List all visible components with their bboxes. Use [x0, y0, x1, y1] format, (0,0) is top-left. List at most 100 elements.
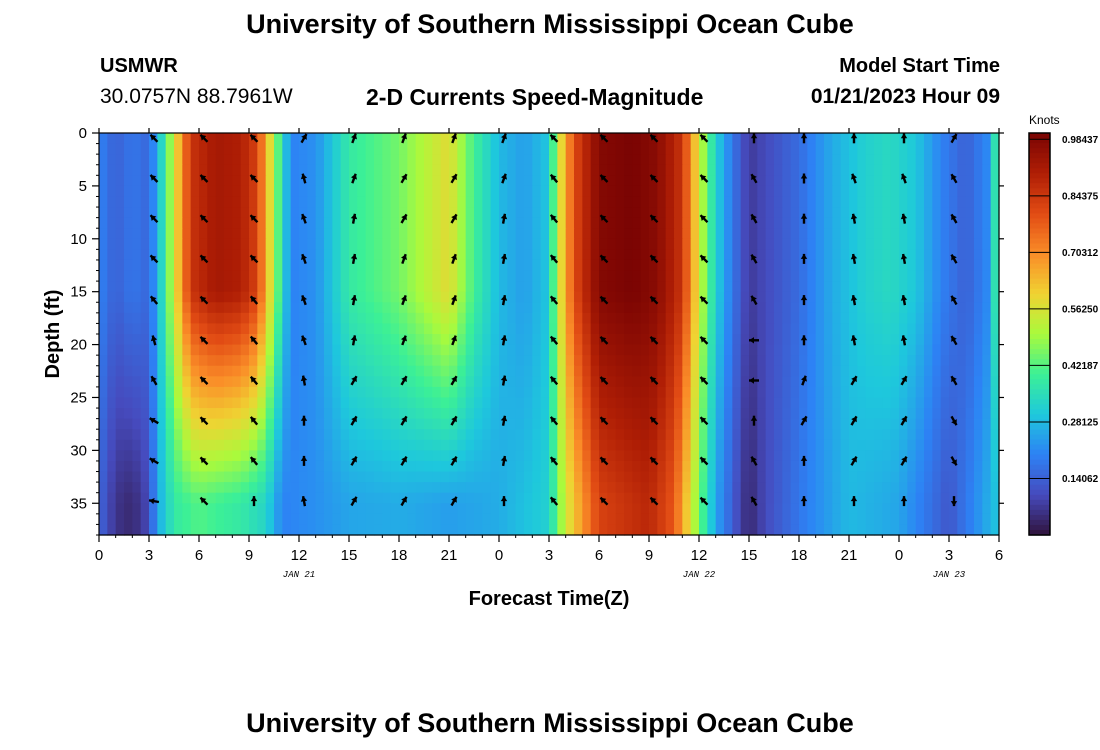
heatmap-cell — [465, 259, 475, 272]
heatmap-cell — [274, 270, 283, 282]
heatmap-cell — [615, 302, 625, 314]
heatmap-cell — [432, 154, 442, 166]
heatmap-cell — [140, 312, 150, 325]
heatmap-cell — [974, 249, 983, 261]
heatmap-cell — [257, 154, 267, 166]
heatmap-cell — [890, 460, 900, 473]
heatmap-cell — [757, 344, 767, 356]
current-vector — [599, 214, 609, 224]
heatmap-cell — [399, 281, 408, 293]
heatmap-cell — [982, 503, 992, 515]
heatmap-cell — [582, 196, 592, 208]
heatmap-cell — [724, 376, 733, 388]
heatmap-cell — [915, 471, 925, 483]
heatmap-cell — [365, 228, 375, 240]
heatmap-cell — [740, 397, 750, 409]
heatmap-cell — [790, 217, 800, 229]
heatmap-cell — [949, 471, 958, 483]
heatmap-cell — [474, 513, 483, 526]
heatmap-cell — [974, 492, 983, 504]
heatmap-cell — [649, 143, 658, 155]
heatmap-cell — [715, 249, 725, 261]
heatmap-cell — [574, 524, 583, 536]
heatmap-cell — [982, 408, 992, 420]
heatmap-cell — [457, 291, 467, 303]
heatmap-cell — [224, 429, 233, 441]
heatmap-cell — [649, 471, 658, 483]
heatmap-cell — [832, 471, 842, 483]
heatmap-cell — [499, 513, 508, 526]
heatmap-cell — [549, 408, 558, 420]
heatmap-cell — [665, 460, 675, 473]
heatmap-cell — [340, 482, 350, 494]
heatmap-cell — [499, 281, 508, 293]
heatmap-cell — [315, 386, 325, 399]
heatmap-cell — [449, 196, 458, 208]
heatmap-cell — [124, 503, 133, 515]
heatmap-cell — [674, 492, 683, 504]
heatmap-cell — [840, 386, 850, 399]
heatmap-cell — [832, 249, 842, 261]
heatmap-cell — [582, 450, 592, 462]
heatmap-cell — [357, 175, 367, 187]
heatmap-cell — [374, 259, 383, 272]
heatmap-cell — [374, 524, 383, 536]
heatmap-cell — [390, 471, 400, 483]
heatmap-cell — [549, 217, 558, 229]
heatmap-cell — [807, 175, 817, 187]
heatmap-cell — [215, 450, 225, 462]
heatmap-cell — [357, 471, 367, 483]
heatmap-cell — [790, 207, 800, 219]
heatmap-cell — [124, 302, 133, 314]
heatmap-cell — [240, 397, 250, 409]
heatmap-cell — [415, 228, 425, 240]
heatmap-cell — [874, 302, 883, 314]
heatmap-cell — [640, 164, 650, 176]
current-vector — [148, 498, 160, 505]
heatmap-cell — [565, 429, 575, 441]
heatmap-cell — [815, 185, 825, 198]
heatmap-cell — [532, 196, 542, 208]
heatmap-cell — [907, 397, 917, 409]
heatmap-cell — [207, 460, 217, 473]
heatmap-cell — [590, 482, 600, 494]
heatmap-cell — [424, 397, 433, 409]
current-vector — [199, 174, 209, 183]
heatmap-cell — [574, 492, 583, 504]
heatmap-cell — [390, 408, 400, 420]
heatmap-cell — [340, 460, 350, 473]
heatmap-cell — [282, 238, 292, 250]
heatmap-cell — [674, 471, 683, 483]
heatmap-cell — [849, 355, 858, 367]
colorbar-swatch — [1029, 223, 1050, 230]
heatmap-cell — [940, 492, 950, 504]
heatmap-cell — [490, 460, 500, 473]
heatmap-cell — [282, 133, 292, 145]
heatmap-cell — [515, 524, 525, 536]
heatmap-cell — [482, 154, 492, 166]
heatmap-cell — [99, 386, 108, 399]
heatmap-cell — [165, 185, 175, 198]
heatmap-cell — [807, 492, 817, 504]
colorbar-swatch — [1029, 364, 1050, 370]
heatmap-cell — [932, 154, 942, 166]
heatmap-cell — [99, 418, 108, 430]
heatmap-cell — [107, 418, 117, 430]
colorbar-swatch — [1029, 133, 1050, 139]
heatmap-cell — [107, 482, 117, 494]
heatmap-cell — [207, 439, 217, 451]
heatmap-cell — [682, 418, 692, 430]
heatmap-cell — [457, 154, 467, 166]
colorbar-swatch — [1029, 318, 1050, 325]
heatmap-cell — [249, 238, 258, 250]
heatmap-cell — [965, 154, 975, 166]
heatmap-cell — [282, 196, 292, 208]
heatmap-cell — [407, 418, 417, 430]
heatmap-cell — [365, 429, 375, 441]
heatmap-cell — [149, 217, 158, 229]
heatmap-cell — [832, 143, 842, 155]
colorbar-swatch — [1029, 243, 1050, 250]
heatmap-cell — [882, 154, 892, 166]
heatmap-cell — [990, 302, 1000, 314]
heatmap-cell — [915, 439, 925, 451]
